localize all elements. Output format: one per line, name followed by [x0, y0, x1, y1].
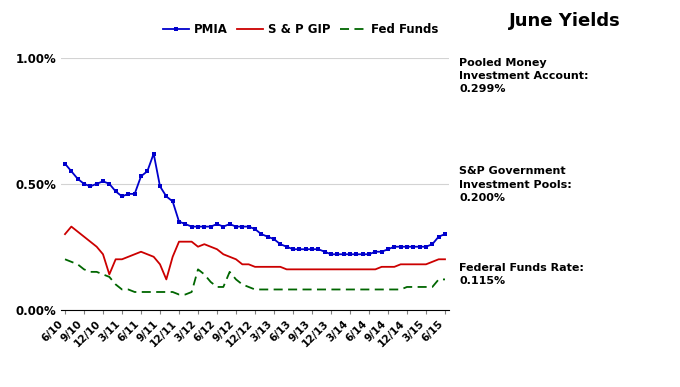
PMIA: [156, 184, 164, 188]
S & P GIP: [207, 245, 215, 249]
S & P GIP: [441, 257, 449, 262]
PMIA: [327, 252, 335, 257]
Text: Pooled Money
Investment Account:
0.299%: Pooled Money Investment Account: 0.299%: [459, 58, 588, 94]
S & P GIP: [302, 267, 310, 272]
Fed Funds: [175, 292, 183, 297]
S & P GIP: [163, 277, 171, 282]
PMIA: [150, 151, 158, 156]
Line: Fed Funds: Fed Funds: [65, 259, 445, 295]
Text: Federal Funds Rate:
0.115%: Federal Funds Rate: 0.115%: [459, 263, 584, 286]
PMIA: [200, 224, 208, 229]
S & P GIP: [276, 265, 284, 269]
Fed Funds: [295, 287, 303, 292]
S & P GIP: [156, 262, 164, 267]
S & P GIP: [67, 224, 75, 229]
Fed Funds: [270, 287, 278, 292]
Legend: PMIA, S & P GIP, Fed Funds: PMIA, S & P GIP, Fed Funds: [158, 19, 443, 41]
PMIA: [403, 245, 411, 249]
PMIA: [270, 237, 278, 241]
S & P GIP: [61, 232, 69, 236]
Fed Funds: [150, 289, 158, 294]
PMIA: [61, 161, 69, 166]
PMIA: [295, 247, 303, 252]
S & P GIP: [403, 262, 411, 267]
Line: S & P GIP: S & P GIP: [65, 226, 445, 279]
Text: June Yields: June Yields: [509, 12, 620, 30]
Fed Funds: [396, 287, 405, 292]
Fed Funds: [200, 272, 208, 277]
Line: PMIA: PMIA: [63, 152, 447, 256]
S & P GIP: [143, 252, 152, 257]
PMIA: [441, 232, 449, 236]
Text: S&P Government
Investment Pools:
0.200%: S&P Government Investment Pools: 0.200%: [459, 166, 572, 203]
PMIA: [137, 174, 145, 178]
Fed Funds: [441, 277, 449, 282]
Fed Funds: [137, 289, 145, 294]
Fed Funds: [61, 257, 69, 262]
